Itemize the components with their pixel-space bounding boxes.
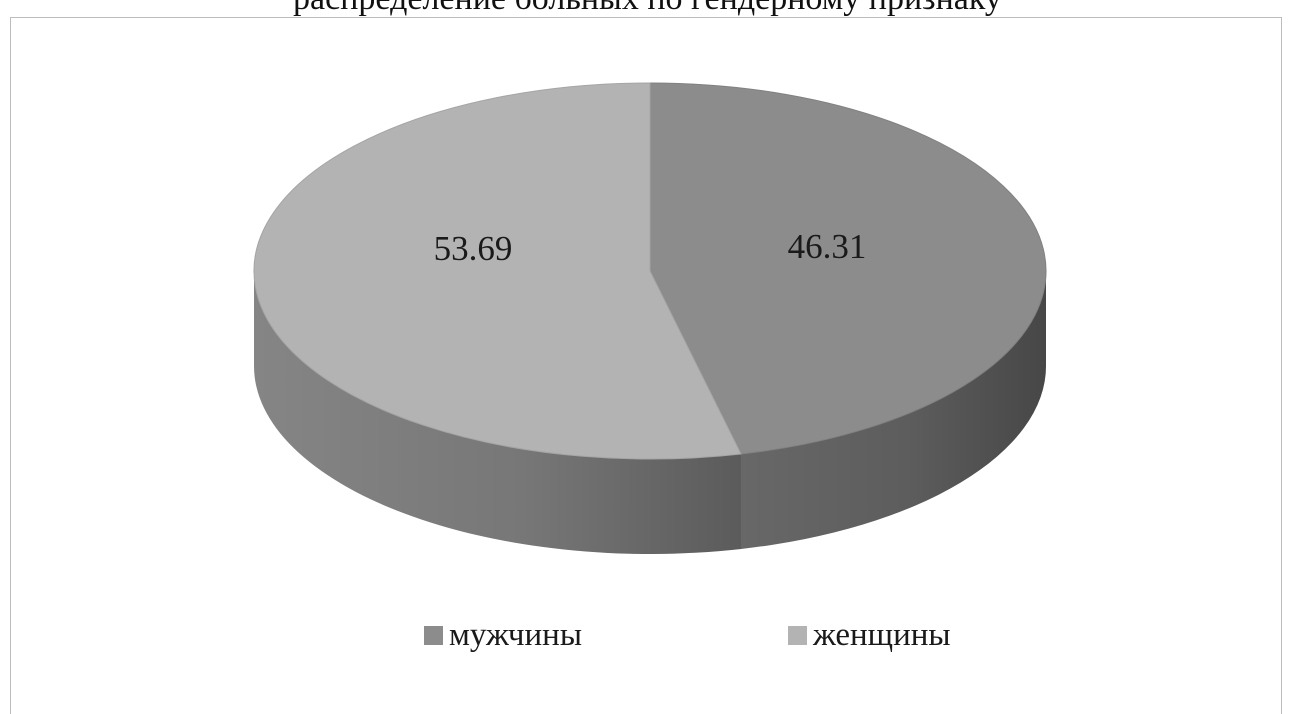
pie-side-shade-1 xyxy=(254,271,741,554)
legend: мужчины женщины xyxy=(0,617,1295,653)
pie-slice-1 xyxy=(253,82,742,460)
pie-side-shade-0 xyxy=(740,271,1046,549)
legend-item-women: женщины xyxy=(788,617,951,654)
legend-label-men: мужчины xyxy=(449,617,583,653)
figure-caption: распределение больных по гендерному приз… xyxy=(0,0,1295,19)
pie-data-labels: 46.31 53.69 xyxy=(434,227,867,268)
data-label-0: 46.31 xyxy=(788,227,867,266)
pie-slice-0 xyxy=(649,82,1047,455)
legend-item-men: мужчины xyxy=(424,617,582,654)
legend-swatch-men xyxy=(424,626,443,645)
legend-swatch-women xyxy=(788,626,807,645)
legend-label-women: женщины xyxy=(813,617,951,653)
pie-sides xyxy=(254,271,1046,554)
pie-tops xyxy=(253,82,1047,460)
data-label-1: 53.69 xyxy=(434,229,513,268)
